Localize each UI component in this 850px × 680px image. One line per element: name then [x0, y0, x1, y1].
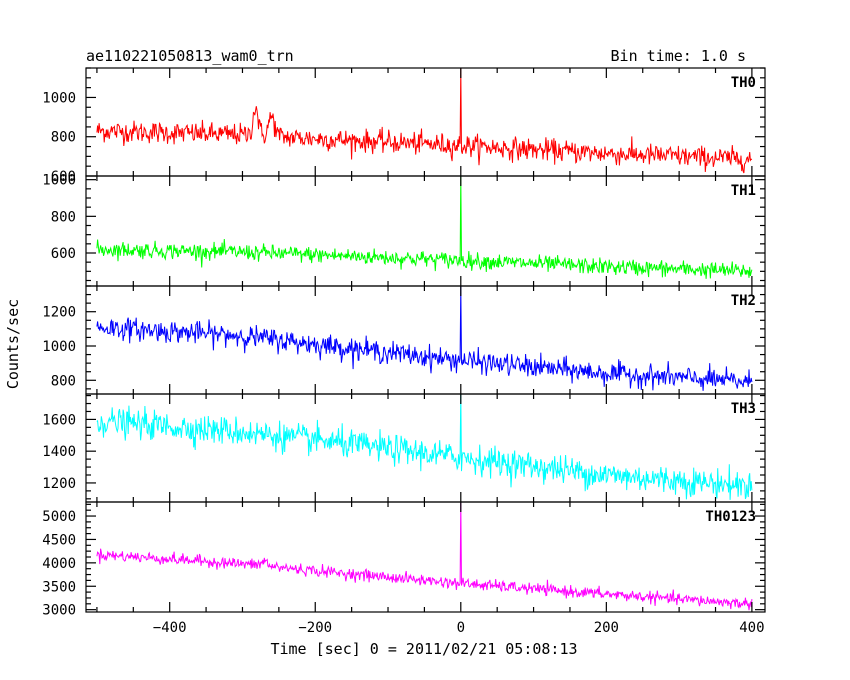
series-line-th1 — [96, 176, 753, 279]
series-line-th0123 — [96, 502, 753, 611]
y-tick-label: 3000 — [42, 603, 76, 619]
y-tick-label: 1600 — [42, 412, 76, 428]
y-tick-label: 800 — [51, 209, 76, 225]
panel-th0123: TH0123 3000 3500 4000 4500 5000 — [42, 501, 766, 619]
y-tick-label: 1000 — [42, 339, 76, 355]
panels-group: TH0 600 800 1000 TH1 600 800 1000 TH2 800 1000 1200… — [42, 67, 766, 619]
y-tick-label: 600 — [51, 169, 76, 185]
panel-label: TH0123 — [705, 509, 756, 525]
y-tick-label: 1200 — [42, 476, 76, 492]
x-tick-label: 0 — [457, 620, 465, 636]
panel-frame — [85, 67, 766, 177]
y-tick-label: 600 — [51, 246, 76, 262]
y-tick-label: 4000 — [42, 556, 76, 572]
y-axis-label: Counts/sec — [4, 299, 22, 389]
x-tick-labels: −400 −200 0 200 400 — [153, 620, 765, 636]
series-line-th2 — [96, 286, 753, 391]
panel-label: TH2 — [731, 293, 756, 309]
y-tick-label: 4500 — [42, 532, 76, 548]
panel-th1: TH1 600 800 1000 — [42, 173, 766, 287]
y-tick-label: 1400 — [42, 444, 76, 460]
panel-label: TH0 — [731, 75, 756, 91]
panel-label: TH3 — [731, 401, 756, 417]
x-tick-label: 400 — [739, 620, 764, 636]
chart-title: ae110221050813_wam0_trn — [86, 47, 294, 65]
y-tick-label: 5000 — [42, 509, 76, 525]
y-tick-label: 800 — [51, 130, 76, 146]
x-tick-label: −400 — [153, 620, 187, 636]
x-axis-label: Time [sec] 0 = 2011/02/21 05:08:13 — [270, 640, 577, 658]
panel-frame — [85, 501, 766, 613]
x-tick-label: 200 — [594, 620, 619, 636]
y-tick-label: 1000 — [42, 90, 76, 106]
x-tick-label: −200 — [298, 620, 332, 636]
y-tick-label: 1000 — [42, 173, 76, 189]
panel-th3: TH3 1200 1400 1600 — [42, 393, 766, 503]
y-tick-label: 1200 — [42, 305, 76, 321]
panel-th0: TH0 600 800 1000 — [42, 67, 766, 185]
series-line-th0 — [96, 68, 753, 174]
series-line-th3 — [96, 394, 753, 500]
panel-th2: TH2 800 1000 1200 — [42, 285, 766, 395]
y-tick-label: 3500 — [42, 579, 76, 595]
y-tick-label: 800 — [51, 373, 76, 389]
panel-label: TH1 — [731, 183, 756, 199]
bin-time-label: Bin time: 1.0 s — [611, 47, 746, 65]
